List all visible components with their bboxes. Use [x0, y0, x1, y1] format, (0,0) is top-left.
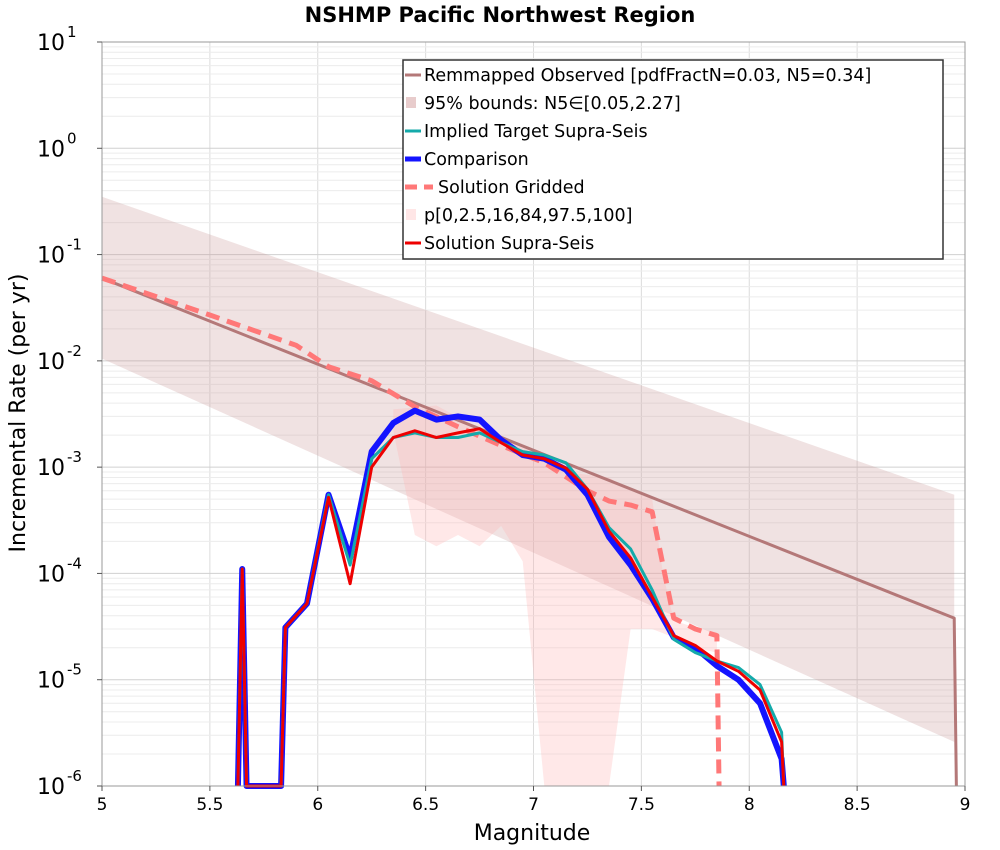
legend-label: Comparison: [424, 150, 529, 170]
y-tick-label-exponent: -5: [67, 661, 82, 679]
legend-label: 95% bounds: N5∈[0.05,2.27]: [424, 94, 681, 114]
band-0: [102, 196, 955, 742]
legend-label: Implied Target Supra-Seis: [424, 122, 648, 142]
legend-swatch: [406, 97, 416, 108]
legend-swatch: [406, 209, 416, 220]
y-tick-label-exponent: 0: [67, 129, 77, 147]
x-tick-label: 6.5: [412, 795, 439, 815]
x-tick-label: 7.5: [628, 795, 655, 815]
series-line-0: [101, 276, 958, 787]
legend-box: [402, 59, 944, 260]
y-tick-label-base: 10: [37, 31, 65, 56]
x-tick-label: 5.5: [196, 795, 223, 815]
x-tick-label: 5: [97, 795, 108, 815]
y-axis-label: Incremental Rate (per yr): [6, 274, 31, 553]
y-tick-label-exponent: -1: [67, 236, 82, 254]
legend: Remmapped Observed [pdfFractN=0.03, N5=0…: [402, 59, 944, 260]
x-tick-label: 9: [960, 795, 971, 815]
x-tick-label: 6: [312, 795, 323, 815]
x-tick-label: 8.5: [844, 795, 871, 815]
x-axis-label: Magnitude: [474, 821, 591, 846]
y-tick-label-exponent: -3: [67, 448, 82, 466]
legend-label: p[0,2.5,16,84,97.5,100]: [424, 206, 632, 226]
x-tick-label: 8: [744, 795, 755, 815]
y-tick-label-base: 10: [37, 350, 65, 375]
series-line-1: [101, 275, 722, 787]
y-tick-label-base: 10: [37, 137, 65, 162]
x-axis-ticks: 5 5.5 6 6.5 7 7.5 8 8.5 9: [97, 786, 971, 815]
y-tick-label-base: 10: [37, 456, 65, 481]
y-tick-label-base: 10: [37, 775, 65, 800]
band-1: [393, 405, 717, 786]
legend-label: Remmapped Observed [pdfFractN=0.03, N5=0…: [424, 66, 871, 86]
x-tick-label: 7: [528, 795, 539, 815]
confidence-bands: [102, 196, 955, 786]
legend-label: Solution Supra-Seis: [424, 234, 594, 254]
y-tick-label-base: 10: [37, 562, 65, 587]
series-lines: [101, 275, 958, 789]
y-tick-label-base: 10: [37, 244, 65, 269]
y-tick-label-base: 10: [37, 669, 65, 694]
y-tick-label-exponent: 1: [67, 23, 77, 41]
chart-title: NSHMP Pacific Northwest Region: [305, 3, 696, 27]
y-tick-label-exponent: -6: [67, 767, 82, 785]
y-tick-label-exponent: -4: [67, 554, 82, 572]
series-line-4: [236, 427, 786, 788]
legend-label: Solution Gridded: [438, 178, 585, 198]
y-tick-label-exponent: -2: [67, 342, 82, 360]
